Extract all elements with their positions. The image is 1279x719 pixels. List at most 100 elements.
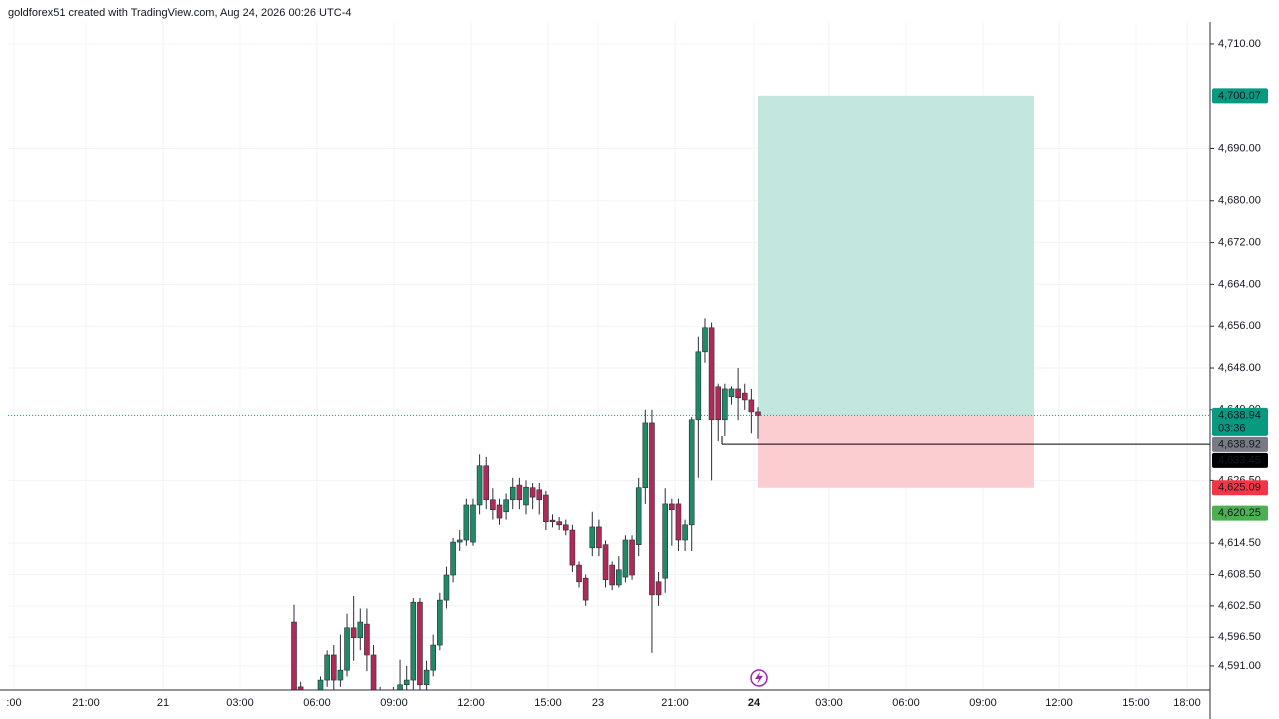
candle-body: [529, 487, 536, 498]
y-tick-label: 4,608.50: [1218, 568, 1261, 580]
price-badge: [1212, 480, 1268, 496]
price-badge-label: 4,625.09: [1218, 482, 1261, 494]
x-tick-label: 12:00: [1045, 697, 1073, 709]
candle-body: [602, 544, 609, 581]
x-tick-label: 21:00: [72, 697, 100, 709]
candle-body: [297, 686, 304, 690]
plot: [8, 95, 1210, 690]
candle-body: [410, 601, 417, 681]
candle-body: [344, 627, 350, 671]
x-tick-label: 06:00: [892, 697, 920, 709]
x-tick-label: 21: [157, 697, 169, 709]
candle-body: [463, 504, 470, 541]
price-badge-label: 4,700.07: [1218, 90, 1261, 102]
candle-body: [755, 411, 761, 416]
candle-body: [562, 524, 569, 531]
candle-body: [649, 422, 655, 596]
candle-body: [642, 422, 649, 489]
candle-body: [741, 392, 748, 401]
y-tick-label: 4,591.00: [1218, 660, 1261, 672]
candle-body: [582, 577, 589, 601]
candle-body: [450, 541, 456, 576]
candle-body: [350, 627, 357, 639]
candle-body: [722, 388, 728, 421]
candle-body: [556, 521, 562, 526]
candle-body: [516, 484, 523, 501]
y-tick-label: 4,602.50: [1218, 600, 1261, 612]
candle-body: [423, 669, 430, 686]
candle-body: [635, 487, 642, 545]
candle-body: [695, 351, 702, 421]
candle-body: [735, 388, 741, 399]
candle-body: [655, 581, 662, 596]
price-badge-label: 4,638.94: [1218, 409, 1261, 421]
price-badge: [1212, 505, 1268, 521]
x-tick-label: 03:00: [815, 697, 843, 709]
y-tick-label: 4,680.00: [1218, 195, 1261, 207]
candle-body: [483, 465, 490, 501]
x-tick-label: :00: [6, 697, 21, 709]
x-tick-label: 06:00: [303, 697, 331, 709]
candle-body: [715, 386, 722, 421]
y-tick-label: 4,690.00: [1218, 142, 1261, 154]
candle-body: [543, 494, 549, 522]
candle-body: [688, 419, 695, 526]
candle-body: [370, 654, 377, 690]
countdown-label: 03:36: [1218, 422, 1246, 434]
candle-body: [748, 399, 755, 413]
header: goldforex51 created with TradingView.com…: [8, 7, 351, 19]
candle-body: [536, 489, 543, 501]
candle-body: [682, 524, 688, 541]
price-badge-label: 4,633.45: [1218, 454, 1261, 466]
x-tick-label: 09:00: [969, 697, 997, 709]
price-badge: [1212, 88, 1268, 104]
candle-body: [509, 486, 516, 501]
x-tick-label: 15:00: [1122, 697, 1150, 709]
position-profit-zone: [758, 95, 1034, 416]
candle-body: [430, 644, 437, 671]
x-tick-label: 15:00: [534, 697, 562, 709]
candle-body: [662, 503, 669, 579]
candle-body: [589, 526, 596, 549]
candle-body: [417, 601, 423, 686]
candle-body: [337, 669, 344, 681]
y-tick-label: 4,672.00: [1218, 236, 1261, 248]
candle-body: [708, 327, 715, 421]
candle-body: [403, 679, 410, 686]
candle-body: [437, 599, 443, 646]
price-badge-label: 4,638.92: [1218, 438, 1261, 450]
x-tick-label: 21:00: [661, 697, 689, 709]
candle-body: [523, 486, 529, 506]
candle-body: [728, 388, 735, 398]
candle-body: [629, 539, 635, 576]
candle-body: [609, 564, 615, 586]
candle-body: [702, 327, 708, 353]
y-tick-label: 4,710.00: [1218, 38, 1261, 50]
candle-body: [324, 654, 330, 681]
candle-body: [615, 569, 622, 586]
candle-body: [443, 574, 450, 601]
y-tick-label: 4,648.00: [1218, 362, 1261, 374]
candle-body: [576, 564, 582, 583]
y-tick-label: 4,664.00: [1218, 278, 1261, 290]
candle-body: [596, 526, 602, 549]
x-tick-label: 18:00: [1173, 697, 1201, 709]
price-badge: [1212, 436, 1268, 452]
candle-body: [456, 539, 463, 543]
x-tick-label: 24: [748, 697, 761, 709]
candle-body: [490, 499, 496, 510]
event-icon[interactable]: [750, 669, 768, 687]
candle-body: [364, 623, 370, 656]
candle-body: [317, 679, 324, 690]
y-tick-label: 4,614.50: [1218, 537, 1261, 549]
x-tick-label: 12:00: [457, 697, 485, 709]
candle-body: [330, 654, 337, 681]
candle-body: [357, 621, 364, 639]
axes: :00 21:00 21 03:00 06:00 09:00 12:00 15:00 23 21:…: [6, 38, 1268, 709]
candle-body: [503, 499, 509, 513]
price-badge: [1212, 452, 1268, 468]
candle-body: [476, 465, 483, 506]
candle-body: [549, 519, 556, 522]
